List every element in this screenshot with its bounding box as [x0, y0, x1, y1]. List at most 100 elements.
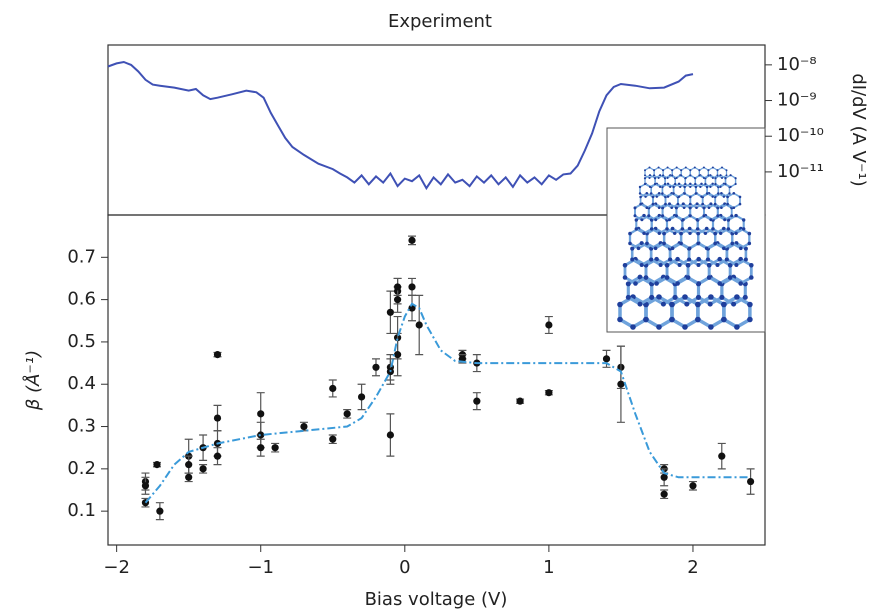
data-point	[329, 384, 337, 393]
didv-line	[107, 60, 694, 191]
atom	[656, 294, 662, 300]
y-tick-label: 0.5	[67, 331, 96, 352]
y-tick-label: 0.2	[67, 458, 96, 479]
atom	[662, 174, 665, 177]
data-point	[357, 393, 366, 401]
atom	[643, 177, 647, 180]
atom	[732, 206, 736, 209]
atom	[743, 257, 748, 262]
atom	[726, 202, 729, 206]
atom	[675, 256, 680, 262]
x-tick-label: −1	[247, 557, 274, 578]
atom	[714, 182, 717, 186]
atom	[722, 226, 726, 231]
atom	[711, 177, 714, 179]
data-point	[660, 490, 668, 498]
atom	[682, 324, 688, 330]
data-point	[516, 397, 524, 405]
data-point	[257, 444, 265, 452]
atom	[693, 177, 696, 179]
atom	[658, 263, 663, 267]
atom	[719, 174, 722, 177]
atom	[680, 169, 683, 172]
graphene-ribbon	[617, 166, 754, 330]
atom	[644, 174, 646, 177]
atom	[634, 227, 638, 231]
atom	[651, 202, 655, 206]
x-label: Bias voltage (V)	[365, 589, 508, 610]
atom	[634, 218, 638, 222]
atom	[707, 174, 710, 177]
atom	[671, 174, 674, 177]
bottom-frame	[107, 214, 766, 546]
atom	[684, 177, 687, 179]
data-point	[408, 236, 416, 244]
y-tick-label: 0.1	[67, 500, 96, 521]
atom	[696, 281, 701, 286]
atom	[650, 227, 654, 231]
atom	[730, 214, 734, 218]
atom	[738, 202, 742, 206]
atom	[636, 246, 641, 251]
atom	[630, 246, 635, 251]
atom	[654, 218, 658, 222]
atom	[695, 316, 701, 323]
atom	[649, 257, 654, 262]
atom	[654, 182, 657, 186]
atom	[747, 316, 753, 323]
atom	[695, 218, 699, 222]
atom	[695, 202, 699, 206]
atom	[720, 206, 723, 209]
y2-tick-label: 10⁻⁸	[777, 54, 817, 75]
atom	[711, 227, 715, 231]
atom	[674, 182, 677, 186]
x-tick-label: 0	[399, 557, 410, 578]
atom	[628, 231, 632, 236]
atom	[688, 206, 692, 210]
data-point	[141, 482, 150, 490]
data-point	[153, 461, 161, 469]
x-tick-label: −2	[103, 557, 130, 578]
atom	[719, 185, 722, 188]
atom	[687, 257, 692, 262]
atom	[711, 166, 714, 169]
atom	[700, 195, 703, 198]
atom	[651, 195, 655, 199]
atom	[669, 185, 672, 188]
atom	[662, 241, 666, 246]
atom	[702, 166, 705, 169]
atom	[749, 263, 754, 268]
atom	[734, 231, 738, 235]
data-point	[343, 410, 351, 418]
atom	[680, 174, 683, 177]
atom	[739, 246, 743, 251]
atom	[674, 214, 678, 218]
atom	[688, 231, 692, 235]
atom	[617, 301, 623, 308]
atom	[713, 241, 717, 246]
atom	[738, 195, 742, 199]
data-point	[386, 431, 394, 439]
atom	[668, 202, 671, 206]
atom	[674, 206, 678, 210]
atom	[698, 174, 701, 177]
atom	[742, 294, 748, 300]
atom	[644, 169, 646, 172]
atom	[719, 231, 723, 235]
data-point	[545, 321, 553, 329]
data-point	[213, 351, 222, 359]
atom	[643, 316, 649, 323]
atom	[637, 274, 643, 280]
data-point	[689, 482, 697, 490]
atom	[701, 202, 704, 206]
atom	[717, 281, 722, 286]
atom	[688, 214, 692, 218]
atom	[633, 206, 637, 210]
atom	[666, 195, 670, 198]
atom	[716, 174, 719, 177]
atom	[703, 231, 708, 235]
atom	[684, 166, 687, 169]
x-tick-label: 1	[543, 557, 554, 578]
data-point	[408, 283, 416, 291]
atom	[669, 301, 675, 308]
